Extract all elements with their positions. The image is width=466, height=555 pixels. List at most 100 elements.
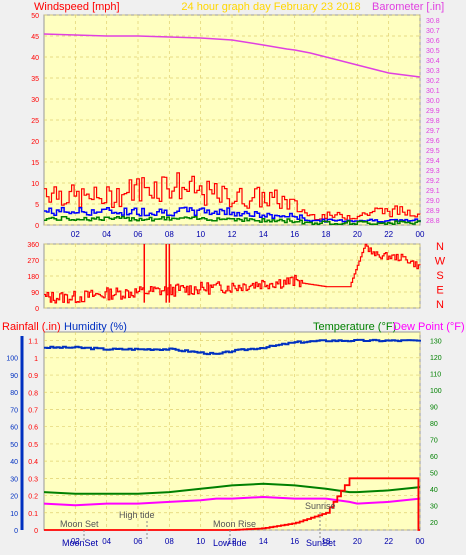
barometer-tick-label: 30.7 — [426, 28, 440, 35]
direction-tick-label: 90 — [31, 290, 39, 297]
time-tick-label: 18 — [322, 537, 331, 546]
windspeed-tick-label: 5 — [35, 202, 39, 209]
time-tick-label: 18 — [322, 230, 331, 239]
windspeed-tick-label: 45 — [31, 34, 39, 41]
rainfall-tick-label: 1 — [34, 356, 38, 363]
windspeed-tick-label: 25 — [31, 118, 39, 125]
windspeed-tick-label: 30 — [31, 97, 39, 104]
humidity-tick-label: 60 — [10, 425, 18, 432]
time-tick-label: 00 — [416, 537, 425, 546]
humidity-tick-label: 70 — [10, 407, 18, 414]
windspeed-tick-label: 0 — [35, 223, 39, 230]
panel-wind-barometer-marks — [43, 33, 421, 225]
dewpoint-axis-label: Dew Point (°F) — [393, 321, 465, 333]
compass-label: W — [435, 256, 446, 268]
rainfall-tick-label: 0.5 — [28, 442, 38, 449]
temperature-tick-label: 120 — [430, 355, 442, 362]
time-tick-label: 06 — [134, 230, 143, 239]
rainfall-tick-label: 0.8 — [28, 390, 38, 397]
panel-rain-temp-grid — [44, 332, 421, 531]
time-tick-label: 16 — [290, 230, 299, 239]
barometer-tick-label: 29.6 — [426, 138, 440, 145]
barometer-tick-label: 29.9 — [426, 108, 440, 115]
humidity-axis-label: Humidity (%) — [64, 321, 127, 333]
time-tick-label: 08 — [165, 537, 174, 546]
time-tick-label: 06 — [134, 537, 143, 546]
barometer-tick-label: 29.0 — [426, 198, 440, 205]
rainfall-tick-label: 0.3 — [28, 476, 38, 483]
windspeed-tick-label: 20 — [31, 139, 39, 146]
barometer-tick-label: 29.1 — [426, 188, 440, 195]
wind-direction-series — [44, 243, 421, 304]
time-tick-label: 10 — [196, 230, 205, 239]
temperature-tick-label: 130 — [430, 338, 442, 345]
temperature-tick-label: 20 — [430, 520, 438, 527]
temperature-tick-label: 50 — [430, 470, 438, 477]
time-tick-label: 22 — [384, 537, 393, 546]
barometer-axis-label: Barometer [.in] — [372, 1, 444, 13]
rainfall-tick-label: 0.2 — [28, 494, 38, 501]
humidity-tick-label: 100 — [6, 356, 18, 363]
time-tick-label: 02 — [71, 230, 80, 239]
barometer-tick-label: 30.6 — [426, 38, 440, 45]
barometer-tick-label: 29.2 — [426, 178, 440, 185]
windspeed-tick-label: 40 — [31, 55, 39, 62]
temperature-tick-label: 30 — [430, 503, 438, 510]
temperature-tick-label: 60 — [430, 454, 438, 461]
humidity-tick-label: 90 — [10, 373, 18, 380]
barometer-tick-label: 30.0 — [426, 98, 440, 105]
barometer-tick-label: 30.5 — [426, 48, 440, 55]
humidity-tick-label: 50 — [10, 442, 18, 449]
temperature-series — [43, 482, 421, 495]
panel-rain-temp-marks — [43, 338, 421, 531]
barometer-series — [43, 33, 421, 78]
barometer-tick-label: 29.4 — [426, 158, 440, 165]
compass-label: E — [436, 285, 443, 297]
barometer-tick-label: 29.8 — [426, 118, 440, 125]
barometer-tick-label: 29.3 — [426, 168, 440, 175]
windspeed-axis-label: Windspeed [mph] — [34, 1, 120, 13]
time-tick-label: 04 — [102, 537, 111, 546]
rainfall-tick-label: 0.1 — [28, 511, 38, 518]
barometer-tick-label: 30.8 — [426, 18, 440, 25]
chart-title: 24 hour graph day February 23 2018 — [181, 1, 360, 13]
high-tide-label: High tide — [119, 510, 155, 520]
sunset-time-label: SunSet — [306, 538, 336, 548]
compass-label: N — [436, 241, 444, 253]
time-tick-label: 10 — [196, 537, 205, 546]
time-tick-label: 02 — [71, 537, 80, 546]
panel-wind-barometer-axes: 02 04 06 08 10 12 14 16 18 20 22 000510152025303540… — [31, 13, 440, 239]
panel-rain-temp-axes: 02 04 06 08 10 12 14 16 18 20 22 0000.10.20.30.40.5… — [6, 336, 442, 546]
humidity-tick-label: 40 — [10, 459, 18, 466]
time-tick-label: 16 — [290, 537, 299, 546]
wind-gust-series — [44, 172, 421, 221]
time-tick-label: 20 — [353, 537, 362, 546]
time-tick-label: 04 — [102, 230, 111, 239]
time-tick-label: 12 — [228, 230, 237, 239]
moonset-time-label: MoonSet — [62, 538, 99, 548]
temperature-tick-label: 90 — [430, 404, 438, 411]
moon-rise-label: Moon Rise — [213, 519, 256, 529]
direction-tick-label: 270 — [27, 258, 39, 265]
barometer-tick-label: 30.3 — [426, 68, 440, 75]
panel-direction-marks — [44, 243, 421, 304]
humidity-tick-label: 20 — [10, 494, 18, 501]
rainfall-axis-label: Rainfall (.in) — [2, 321, 61, 333]
humidity-tick-label: 30 — [10, 476, 18, 483]
time-tick-label: 08 — [165, 230, 174, 239]
humidity-tick-label: 10 — [10, 511, 18, 518]
temperature-tick-label: 80 — [430, 421, 438, 428]
time-tick-label: 12 — [228, 537, 237, 546]
low-tide-time-label: Low tide — [213, 538, 247, 548]
compass-label: N — [436, 299, 444, 311]
temperature-axis-label: Temperature (°F) — [313, 321, 396, 333]
rainfall-tick-label: 0.6 — [28, 425, 38, 432]
humidity-series — [44, 338, 421, 356]
rainfall-series — [44, 477, 420, 531]
direction-tick-label: 360 — [27, 242, 39, 249]
rainfall-tick-label: 1.1 — [28, 339, 38, 346]
humidity-tick-label: 0 — [14, 528, 18, 535]
windspeed-tick-label: 35 — [31, 76, 39, 83]
